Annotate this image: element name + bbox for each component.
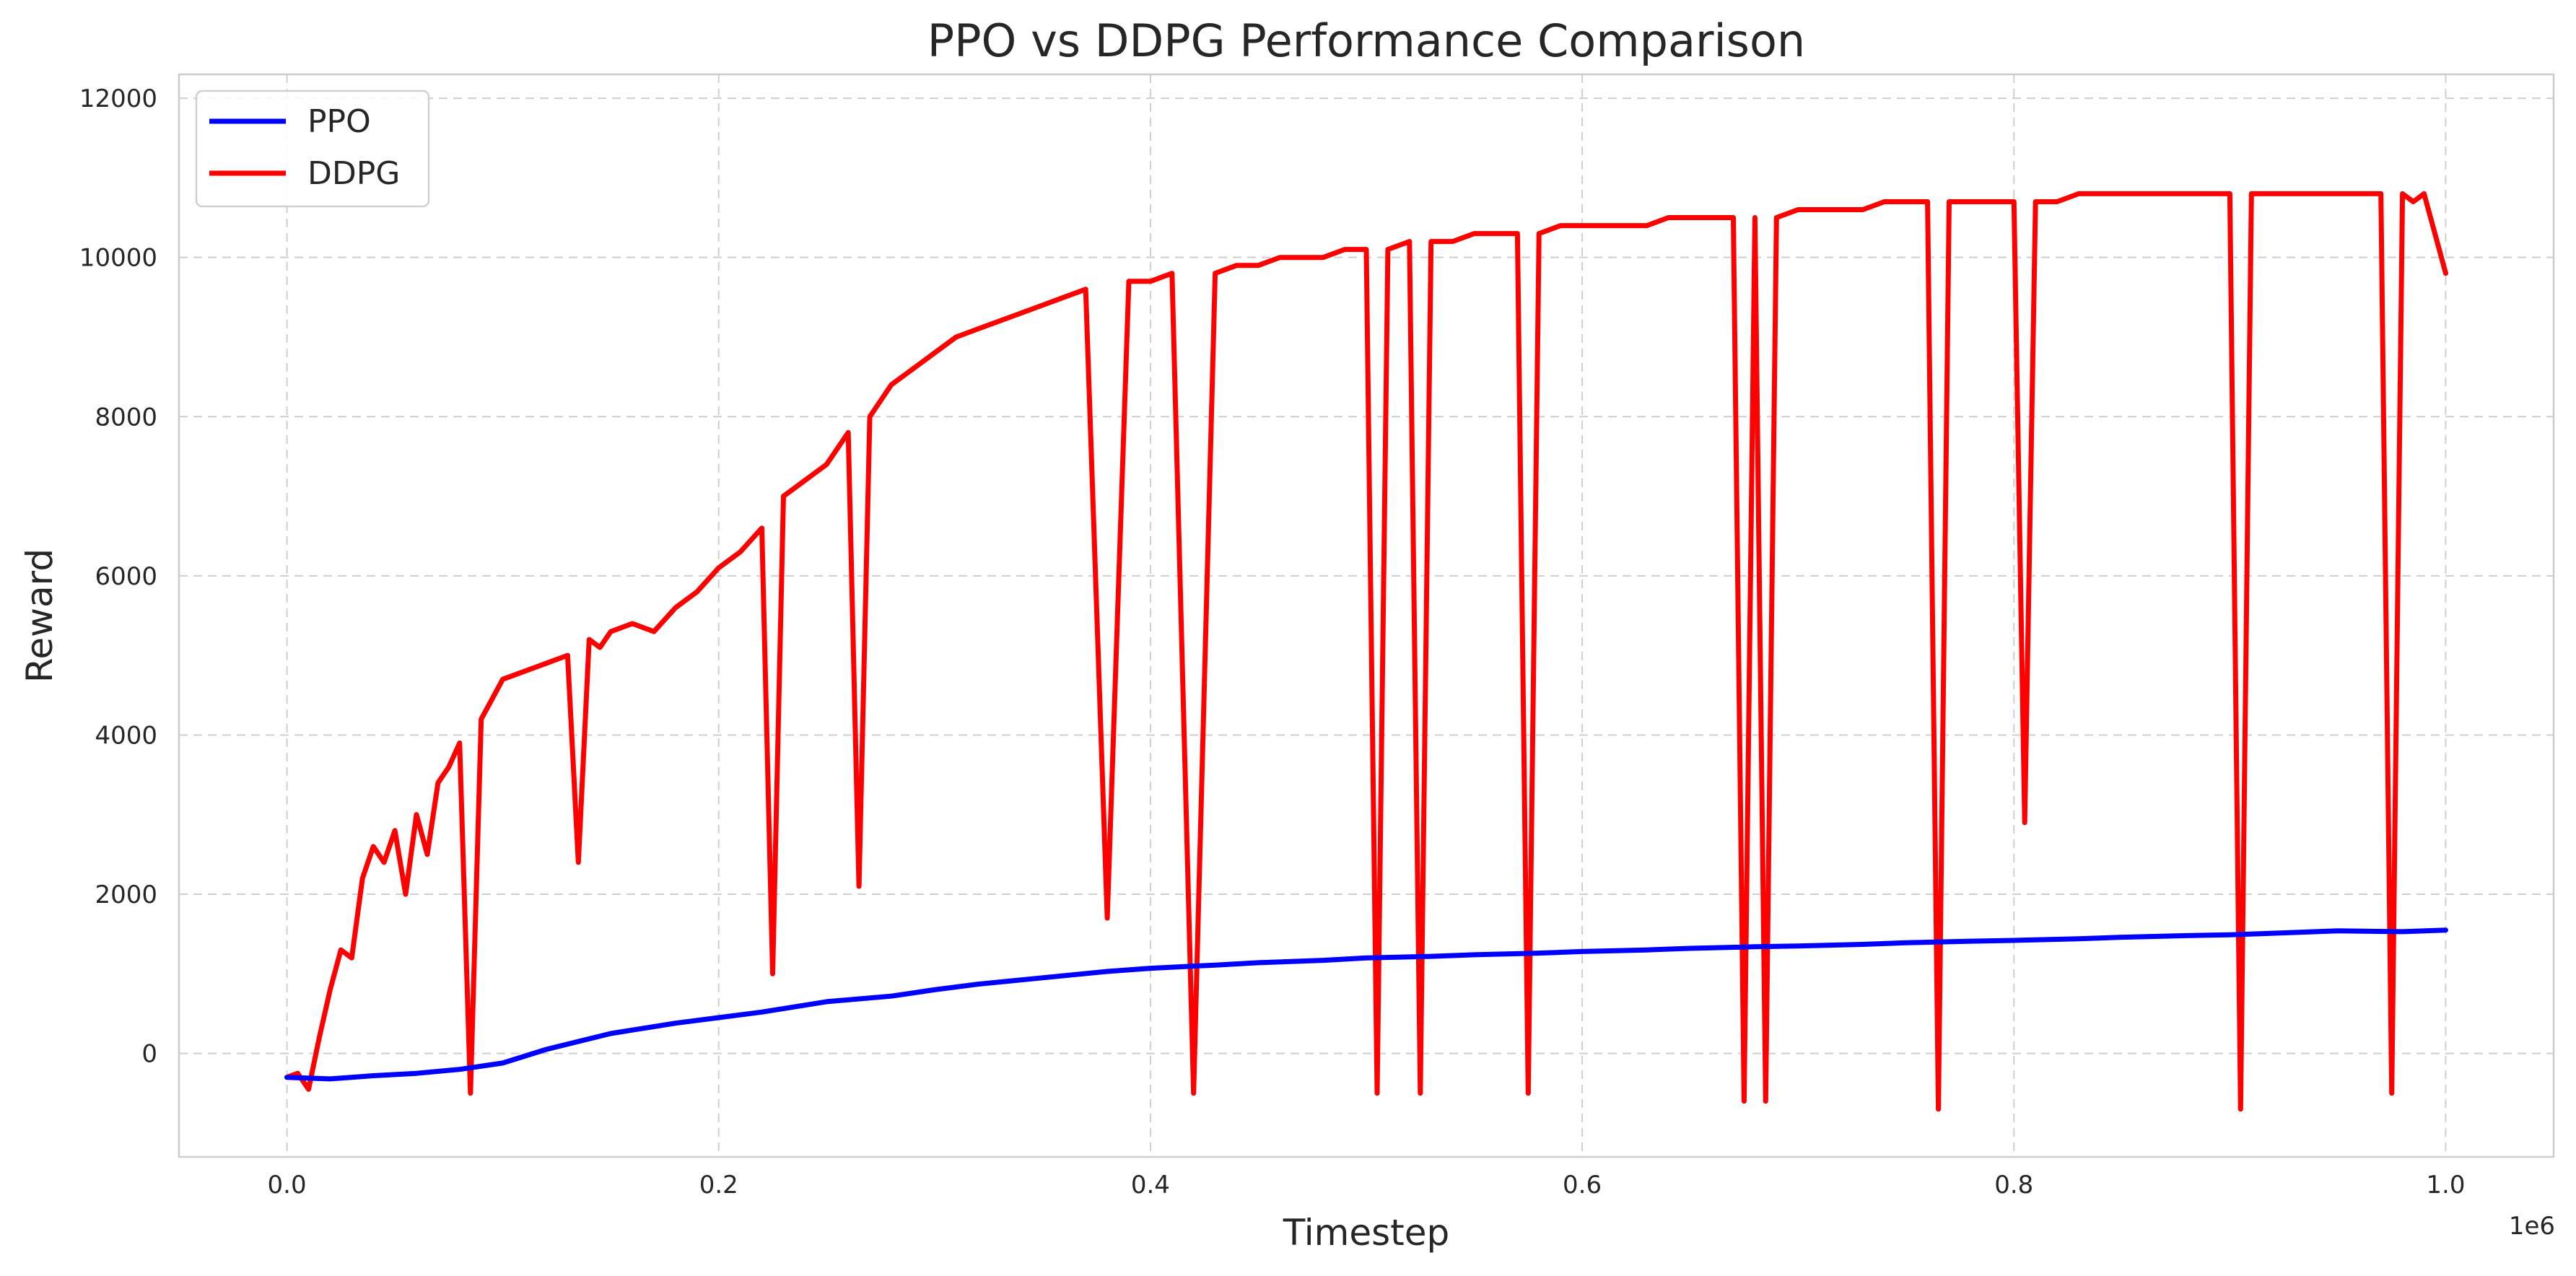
y-tick-label: 0 (141, 1040, 157, 1069)
x-axis-title: Timestep (1283, 1212, 1450, 1254)
plot-frame (178, 73, 2555, 1158)
y-tick-label: 12000 (79, 84, 157, 113)
y-tick-label: 8000 (95, 403, 157, 432)
x-tick-label: 0.4 (1131, 1171, 1170, 1199)
y-axis-ticks: 0 2000 4000 6000 8000 10000 12000 (79, 84, 157, 1069)
grid (179, 74, 2554, 1157)
legend-label-ddpg: DDPG (307, 155, 400, 192)
x-tick-label: 0.8 (1994, 1171, 2033, 1199)
legend: PPO DDPG (195, 89, 430, 208)
series-layer (284, 191, 2448, 1112)
y-axis-title: Reward (19, 549, 61, 683)
x-axis-ticks: 0.0 0.2 0.4 0.6 0.8 1.0 (268, 1171, 2466, 1199)
x-tick-label: 0.6 (1563, 1171, 1602, 1199)
legend-label-ppo: PPO (307, 103, 371, 140)
y-tick-label: 10000 (79, 244, 157, 273)
x-tick-label: 1.0 (2426, 1171, 2465, 1199)
x-axis-offset-label: 1e6 (2509, 1212, 2555, 1241)
x-tick-label: 0.0 (268, 1171, 307, 1199)
x-tick-label: 0.2 (699, 1171, 738, 1199)
series-line-ddpg (284, 191, 2448, 1112)
series-line-ppo (284, 927, 2448, 1082)
y-tick-label: 2000 (95, 880, 157, 909)
chart-title: PPO vs DDPG Performance Comparison (927, 14, 1805, 67)
y-tick-label: 6000 (95, 562, 157, 591)
y-tick-label: 4000 (95, 721, 157, 750)
